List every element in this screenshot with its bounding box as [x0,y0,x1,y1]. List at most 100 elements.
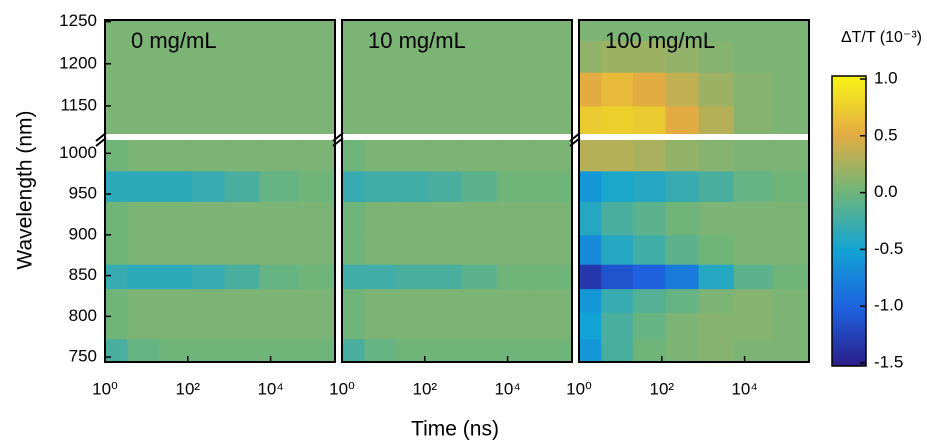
panel-frame [578,19,810,363]
heatmap-cell [535,234,573,265]
heatmap-panel [579,20,810,363]
heatmap-cell [127,264,160,290]
heatmap-cell [579,40,602,73]
heatmap-cell [496,137,537,172]
heatmap-cell [535,40,573,73]
heatmap-cell [259,312,300,340]
heatmap-cell [632,312,666,340]
heatmap-cell [259,288,300,313]
heatmap-cell [428,338,463,363]
heatmap-cell [158,20,192,42]
heatmap-cell [461,40,498,73]
colorbar-tick-label: 1.0 [874,68,898,87]
break-mark [95,132,107,142]
heatmap-cell [698,20,735,42]
heatmap-cell [191,137,226,172]
heatmap-cell [127,72,160,107]
heatmap-cell [105,20,128,42]
heatmap-cell [342,201,365,236]
heatmap-cell [733,288,774,313]
heatmap-cell [105,170,128,202]
colorbar-tick-label: 0.5 [874,125,898,144]
heatmap-cell [579,72,602,107]
heatmap-cell [601,234,634,265]
heatmap-cell [395,201,429,236]
heatmap-cell [496,312,537,340]
heatmap-cell [698,137,735,172]
heatmap-cell [461,20,498,42]
heatmap-cell [428,137,463,172]
heatmap-cell [191,170,226,202]
heatmap-cell [461,201,498,236]
heatmap-cell [535,338,573,363]
heatmap-cell [665,105,700,138]
panel-frame [341,19,573,363]
y-tick-label: 950 [69,184,97,203]
heatmap-cell [772,288,810,313]
heatmap-cell [733,137,774,172]
heatmap-cell [579,137,602,172]
heatmap-cell [601,20,634,42]
heatmap-cell [698,170,735,202]
heatmap-cell [364,288,397,313]
heatmap-cell [364,234,397,265]
heatmap-cell [461,338,498,363]
heatmap-cell [342,312,365,340]
heatmap-cell [158,234,192,265]
heatmap-cell [259,40,300,73]
heatmap-cell [632,40,666,73]
heatmap-cell [733,312,774,340]
heatmap-cell [191,234,226,265]
heatmap-cell [601,338,634,363]
heatmap-cell [158,288,192,313]
heatmap-cell [127,105,160,138]
heatmap-cell [665,137,700,172]
y-tick-label: 750 [69,347,97,366]
heatmap-cell [395,105,429,138]
axis-break [579,134,809,140]
heatmap-cell [395,312,429,340]
heatmap-panel [342,20,573,363]
heatmap-cell [395,264,429,290]
heatmap-cell [698,40,735,73]
heatmap-cell [665,288,700,313]
heatmap-cell [364,105,397,138]
break-mark [332,137,344,147]
heatmap-cell [665,40,700,73]
heatmap-cell [733,264,774,290]
heatmap-cell [158,72,192,107]
heatmap-cell [191,20,226,42]
heatmap-cell [496,234,537,265]
heatmap-cell [364,338,397,363]
heatmap-cell [342,288,365,313]
heatmap-cell [105,288,128,313]
heatmap-cell [772,201,810,236]
heatmap-cell [579,264,602,290]
heatmap-cell [632,338,666,363]
heatmap-cell [259,137,300,172]
heatmap-cell [298,170,336,202]
heatmap-cell [665,338,700,363]
heatmap-cell [127,40,160,73]
heatmap-cell [395,288,429,313]
y-tick-label: 1200 [59,53,97,72]
heatmap-cell [428,312,463,340]
heatmap-cell [772,234,810,265]
heatmap-cell [632,264,666,290]
heatmap-cell [601,312,634,340]
heatmap-cell [224,137,261,172]
heatmap-cell [496,40,537,73]
heatmap-cell [772,40,810,73]
heatmap-cell [496,288,537,313]
heatmap-cell [535,137,573,172]
heatmap-cell [259,20,300,42]
heatmap-cell [632,105,666,138]
heatmap-cell [105,40,128,73]
heatmap-cell [298,105,336,138]
heatmap-cell [105,264,128,290]
heatmap-cell [496,105,537,138]
heatmap-panel [105,20,336,363]
heatmap-cell [601,170,634,202]
heatmap-cell [364,201,397,236]
heatmap-cell [772,137,810,172]
